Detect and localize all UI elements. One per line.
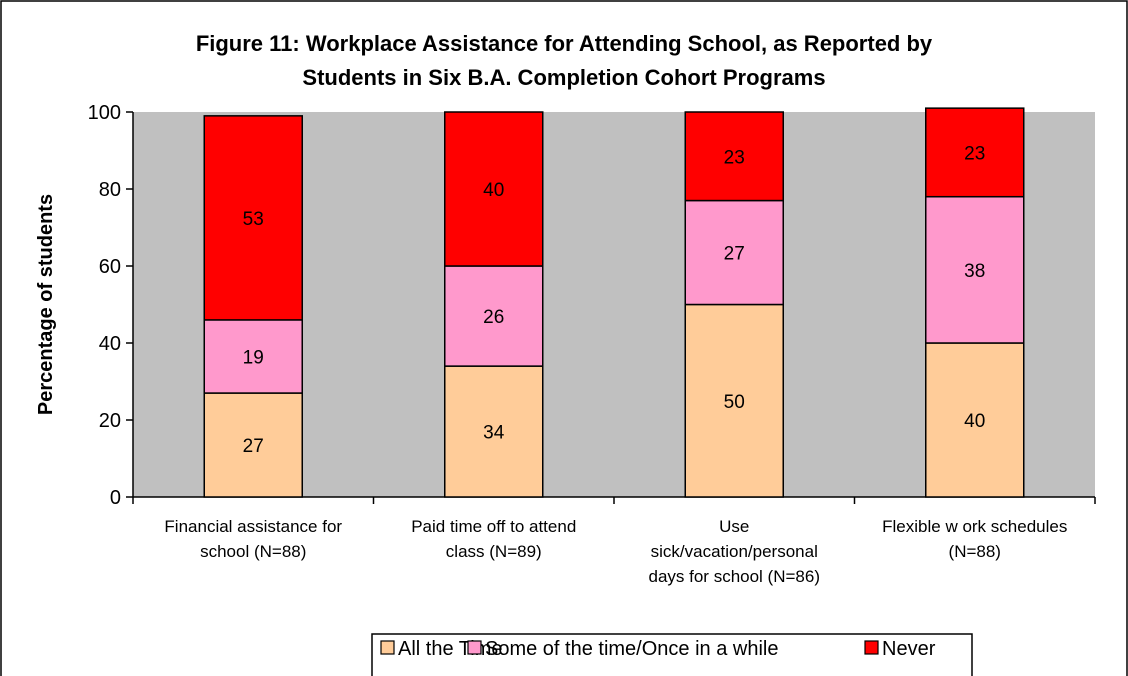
- x-category-label: Flexible w ork schedules: [882, 517, 1067, 536]
- bar-segment: [444, 111, 544, 267]
- data-label: 27: [724, 244, 745, 265]
- data-label: 34: [483, 423, 505, 444]
- legend-swatch: [467, 640, 482, 655]
- x-category-label: Use: [719, 517, 749, 536]
- y-tick-label: 60: [99, 256, 121, 278]
- bar-segment: [203, 319, 303, 394]
- bar-segment: [203, 392, 303, 498]
- x-category-label: class (N=89): [446, 542, 542, 561]
- data-label: 38: [964, 261, 985, 282]
- bar-segment: [684, 199, 784, 306]
- x-category-label: Financial assistance for: [164, 517, 342, 536]
- y-tick-label: 0: [110, 487, 121, 509]
- y-tick-label: 80: [99, 179, 121, 201]
- x-category-label: (N=88): [949, 542, 1001, 561]
- data-label: 26: [483, 307, 504, 328]
- data-label: 53: [243, 209, 264, 230]
- legend-label: Never: [882, 638, 936, 660]
- bar-segment: [925, 342, 1025, 498]
- bar-segment: [925, 107, 1025, 198]
- y-tick-label: 100: [88, 102, 121, 124]
- data-label: 40: [483, 180, 504, 201]
- bar-segment: [444, 265, 544, 367]
- bar-segment: [925, 195, 1025, 344]
- plot-area: 0 20 40 60 80 100 27 19 53 Financial assistance f…: [88, 102, 1096, 586]
- data-label: 40: [964, 411, 985, 432]
- x-category-label: Paid time off to attend: [411, 517, 576, 536]
- y-tick-label: 40: [99, 333, 121, 355]
- bar-segment: [203, 115, 303, 321]
- data-label: 23: [964, 143, 985, 164]
- y-tick-label: 20: [99, 410, 121, 432]
- x-category-label: sick/vacation/personal: [651, 542, 818, 561]
- data-label: 19: [243, 347, 264, 368]
- legend-swatch: [380, 640, 395, 655]
- bar-segment: [684, 303, 784, 498]
- x-category-label: school (N=88): [200, 542, 306, 561]
- chart-title-line: Figure 11: Workplace Assistance for Atte…: [196, 31, 933, 56]
- chart-title-line: Students in Six B.A. Completion Cohort P…: [302, 65, 825, 90]
- data-label: 27: [243, 436, 264, 457]
- y-axis-title: Percentage of students: [35, 194, 57, 415]
- data-label: 50: [724, 392, 745, 413]
- bar-segment: [444, 365, 544, 498]
- legend-swatch: [864, 640, 879, 655]
- chart-title: Figure 11: Workplace Assistance for Atte…: [196, 31, 933, 90]
- data-label: 23: [724, 147, 745, 168]
- bar-segment: [684, 111, 784, 202]
- y-axis-label: Percentage of students: [35, 194, 57, 415]
- legend-label: Some of the time/Once in a while: [485, 638, 778, 660]
- x-category-label: days for school (N=86): [649, 567, 821, 586]
